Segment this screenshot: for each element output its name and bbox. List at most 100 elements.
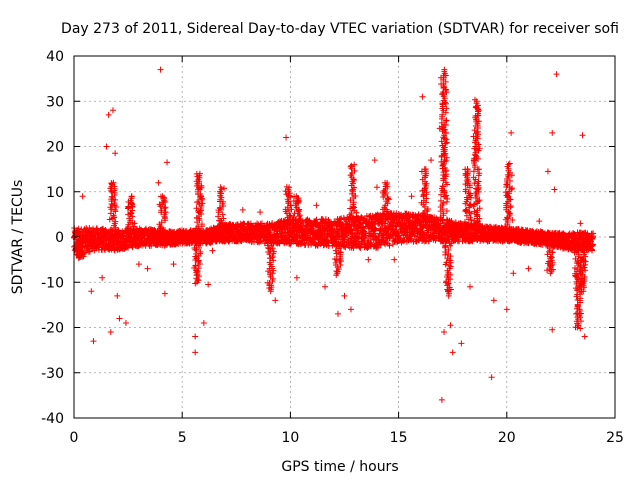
data-point: [220, 215, 227, 222]
data-point: [384, 195, 391, 202]
data-point: [192, 333, 199, 340]
data-point: [75, 225, 82, 232]
data-point: [467, 210, 474, 217]
data-point: [447, 322, 454, 329]
data-point: [536, 218, 543, 225]
data-point: [443, 207, 450, 214]
data-point: [441, 329, 448, 336]
data-point: [112, 150, 119, 157]
data-point: [443, 139, 450, 146]
data-point: [371, 157, 378, 164]
data-point: [291, 210, 298, 217]
data-point: [589, 241, 596, 248]
data-point: [577, 318, 584, 325]
data-point: [382, 183, 389, 190]
data-point: [287, 240, 294, 247]
data-point: [408, 235, 415, 242]
data-point: [293, 274, 300, 281]
data-point: [216, 198, 223, 205]
data-point: [420, 192, 427, 199]
data-point: [350, 204, 357, 211]
data-point: [217, 217, 224, 224]
data-point: [436, 125, 443, 132]
data-point: [553, 71, 560, 78]
data-point: [199, 200, 206, 207]
data-point: [335, 310, 342, 317]
data-point: [582, 258, 589, 265]
data-point: [107, 185, 114, 192]
data-point: [195, 223, 202, 230]
data-point: [474, 212, 481, 219]
data-point: [468, 220, 475, 227]
data-point: [267, 288, 274, 295]
data-point: [458, 340, 465, 347]
data-point: [466, 209, 473, 216]
data-point: [549, 249, 556, 256]
data-point: [506, 160, 513, 167]
data-point: [490, 297, 497, 304]
data-point: [466, 202, 473, 209]
data-point: [314, 219, 321, 226]
data-point: [192, 349, 199, 356]
data-point: [348, 210, 355, 217]
data-point: [103, 143, 110, 150]
data-point: [114, 292, 121, 299]
data-point: [423, 207, 430, 214]
data-point: [160, 194, 167, 201]
data-point: [443, 117, 450, 124]
data-point: [506, 177, 513, 184]
data-point: [384, 230, 391, 237]
data-point: [195, 257, 202, 264]
data-point: [128, 193, 135, 200]
data-point: [381, 188, 388, 195]
data-point: [195, 198, 202, 205]
data-point: [205, 281, 212, 288]
data-point: [313, 202, 320, 209]
data-point: [384, 179, 391, 186]
data-point: [288, 206, 295, 213]
data-point: [108, 180, 115, 187]
data-point: [272, 297, 279, 304]
data-point: [109, 193, 116, 200]
data-point: [109, 107, 116, 114]
data-point: [333, 256, 340, 263]
data-point: [102, 236, 109, 243]
data-point: [422, 166, 429, 173]
data-point: [544, 267, 551, 274]
data-point: [99, 274, 106, 281]
data-point: [465, 189, 472, 196]
data-point: [467, 201, 474, 208]
data-point: [157, 193, 164, 200]
data-point: [322, 283, 329, 290]
data-point: [122, 319, 129, 326]
data-point: [387, 235, 394, 242]
data-point: [112, 196, 119, 203]
data-point: [464, 166, 471, 173]
data-point: [503, 181, 510, 188]
data-point: [269, 270, 276, 277]
data-point: [257, 238, 264, 245]
data-point: [86, 228, 93, 235]
data-point: [193, 170, 200, 177]
data-point: [471, 96, 478, 103]
data-point: [573, 310, 580, 317]
data-point: [356, 243, 363, 250]
data-point: [217, 190, 224, 197]
data-point: [391, 256, 398, 263]
data-point: [438, 396, 445, 403]
data-point: [438, 138, 445, 145]
data-point: [324, 238, 331, 245]
data-point: [445, 280, 452, 287]
data-point: [86, 248, 93, 255]
data-point: [462, 207, 469, 214]
data-point: [471, 127, 478, 134]
data-point: [217, 204, 224, 211]
data-point: [439, 111, 446, 118]
data-point: [472, 185, 479, 192]
data-point: [442, 129, 449, 136]
data-point: [549, 326, 556, 333]
data-point: [372, 225, 379, 232]
data-point: [443, 157, 450, 164]
data-point: [161, 290, 168, 297]
data-point: [470, 174, 477, 181]
